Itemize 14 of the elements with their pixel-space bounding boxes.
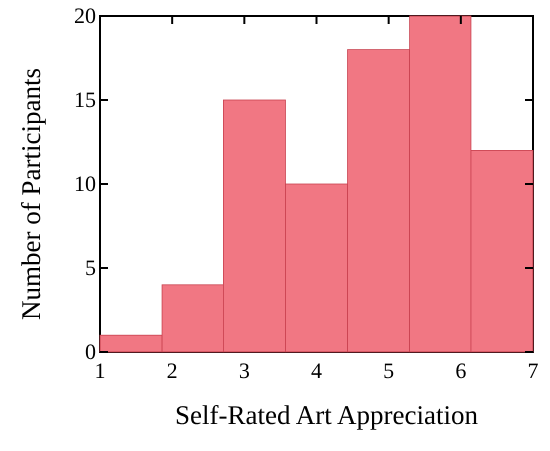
y-tick-label: 15 <box>74 87 96 112</box>
y-tick-label: 20 <box>74 3 96 28</box>
x-tick-label: 6 <box>455 358 466 383</box>
x-tick-label: 7 <box>528 358 538 383</box>
x-tick-label: 2 <box>166 358 178 383</box>
x-tick-label: 5 <box>383 358 394 383</box>
x-axis-title: Self-Rated Art Appreciation <box>175 400 478 430</box>
x-tick-label: 1 <box>94 358 106 383</box>
y-tick-label: 0 <box>85 339 96 364</box>
x-tick-label: 4 <box>311 358 322 383</box>
x-tick-label: 3 <box>238 358 250 383</box>
y-tick-label: 10 <box>74 171 96 196</box>
y-tick-label: 5 <box>85 255 96 280</box>
y-axis-title: Number of Participants <box>16 68 46 320</box>
